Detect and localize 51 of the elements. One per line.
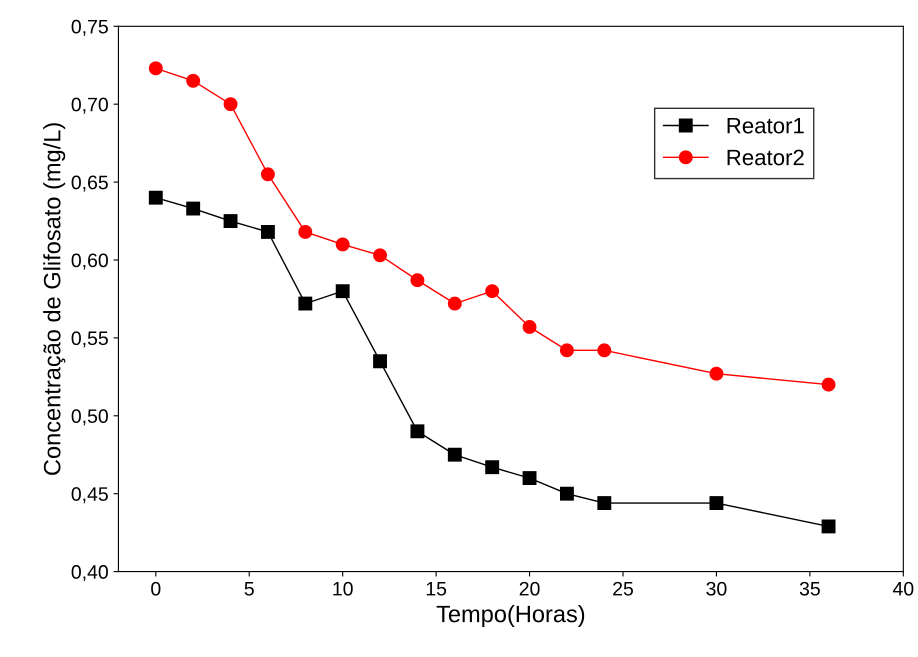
x-tick-label: 30 (706, 582, 726, 596)
point (373, 354, 387, 368)
point (560, 486, 574, 501)
point (448, 296, 462, 311)
point (448, 448, 462, 462)
point (298, 224, 312, 239)
y-tick-label: 0,55 (72, 331, 108, 348)
point (522, 320, 536, 334)
y-tick-label: 0,45 (72, 487, 108, 504)
y-tick-label: 0,70 (72, 98, 108, 114)
point (560, 343, 574, 358)
y-tick-label: 0,50 (72, 409, 108, 426)
x-tick-label: 40 (892, 582, 914, 596)
x-tick-label: 15 (426, 582, 446, 596)
point (709, 366, 724, 381)
y-tick-label: 0,60 (72, 253, 108, 270)
point (822, 519, 836, 534)
y-tick-label: 0,75 (72, 20, 108, 36)
point (410, 273, 424, 288)
point (186, 74, 200, 88)
point (597, 496, 612, 510)
point (373, 248, 387, 262)
point (260, 224, 275, 239)
point (485, 284, 500, 298)
y-tick-label: 0,65 (72, 176, 108, 192)
point (336, 237, 350, 252)
point (186, 202, 200, 216)
legend-label: Reator2 (728, 150, 804, 166)
y-tick-label: 0,40 (72, 565, 108, 582)
x-tick-label: 5 (244, 582, 254, 596)
x-tick-label: 25 (613, 582, 633, 596)
point (224, 97, 238, 112)
legend-label: Reator1 (728, 118, 804, 134)
point (148, 190, 163, 205)
point (224, 214, 238, 228)
point (485, 460, 500, 474)
x-tick-label: 20 (520, 582, 540, 596)
x-tick-label: 10 (333, 582, 353, 596)
point (597, 343, 612, 358)
x-tick-label: 0 (151, 582, 160, 596)
x-axis-title: Tempo(Horas) (436, 604, 584, 628)
y-axis-title: Concentração de Glifosato (mg/L) (43, 123, 66, 475)
point (260, 167, 275, 182)
point (336, 284, 350, 298)
x-tick-label: 35 (800, 582, 820, 596)
point (709, 496, 724, 510)
point (298, 296, 312, 311)
point (148, 61, 163, 76)
point (522, 471, 536, 486)
point (822, 378, 836, 392)
point (410, 424, 424, 438)
